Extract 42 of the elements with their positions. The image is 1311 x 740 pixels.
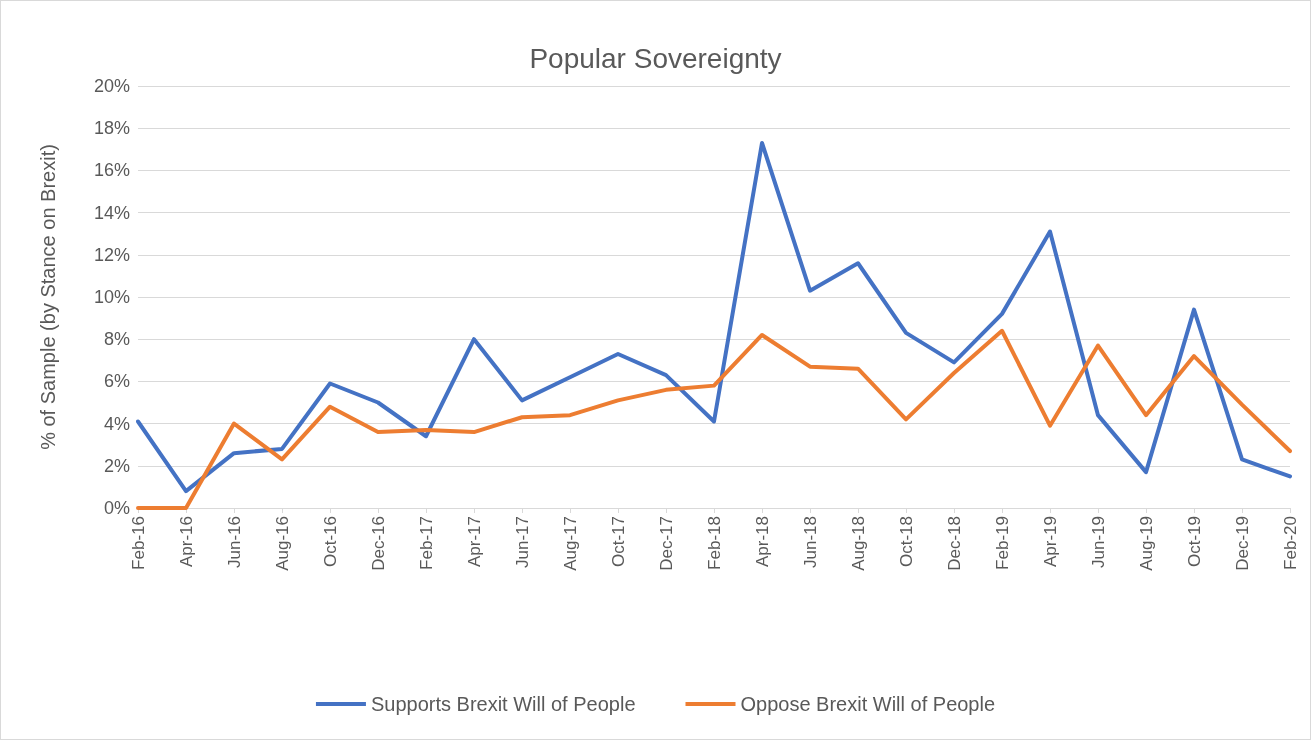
x-tick-label: Apr-16 <box>176 516 196 568</box>
y-tick-label: 12% <box>93 244 130 265</box>
x-tick-label: Jun-17 <box>512 516 532 568</box>
legend-label: Supports Brexit Will of People <box>370 693 636 715</box>
x-tick-label: Apr-17 <box>464 516 484 568</box>
x-tick-label: Feb-19 <box>992 516 1012 570</box>
y-axis-title: % of Sample (by Stance on Brexit) <box>37 144 59 450</box>
x-tick-label: Oct-17 <box>608 516 628 568</box>
y-tick-label: 14% <box>93 202 130 223</box>
x-tick-label: Aug-16 <box>272 516 292 571</box>
x-tick-label: Oct-16 <box>320 516 340 568</box>
y-tick-label: 8% <box>103 329 130 350</box>
x-tick-label: Dec-18 <box>944 516 964 571</box>
x-tick-label: Aug-18 <box>848 516 868 571</box>
x-tick-label: Jun-19 <box>1088 516 1108 568</box>
y-tick-label: 10% <box>93 287 130 307</box>
line-series <box>136 140 1292 494</box>
x-tick-label: Oct-18 <box>896 516 916 568</box>
x-tick-label: Oct-19 <box>1184 516 1204 568</box>
x-tick-label: Jun-18 <box>800 516 820 568</box>
y-tick-label: 20% <box>93 76 130 96</box>
legend-label: Oppose Brexit Will of People <box>740 693 996 715</box>
y-tick-label: 2% <box>103 455 130 476</box>
x-tick-label: Dec-19 <box>1232 516 1252 571</box>
x-tick-label: Aug-19 <box>1136 516 1156 571</box>
x-tick-label: Feb-16 <box>128 516 148 570</box>
y-tick-label: 4% <box>103 413 130 434</box>
x-tick-label: Apr-19 <box>1040 516 1060 568</box>
y-tick-label: 0% <box>103 498 130 518</box>
y-tick-label: 18% <box>93 118 130 139</box>
x-tick-label: Dec-17 <box>656 516 676 571</box>
line-series <box>136 328 1292 510</box>
x-tick-label: Feb-18 <box>704 516 724 570</box>
x-tick-label: Feb-20 <box>1280 516 1300 570</box>
x-tick-label: Apr-18 <box>752 516 772 568</box>
chart-title: Popular Sovereignty <box>529 42 782 74</box>
x-tick-label: Dec-16 <box>368 516 388 571</box>
y-tick-label: 16% <box>93 160 130 181</box>
x-tick-label: Jun-16 <box>224 516 244 568</box>
x-tick-label: Aug-17 <box>560 516 580 571</box>
y-tick-label: 6% <box>103 371 130 392</box>
x-tick-label: Feb-17 <box>416 516 436 570</box>
